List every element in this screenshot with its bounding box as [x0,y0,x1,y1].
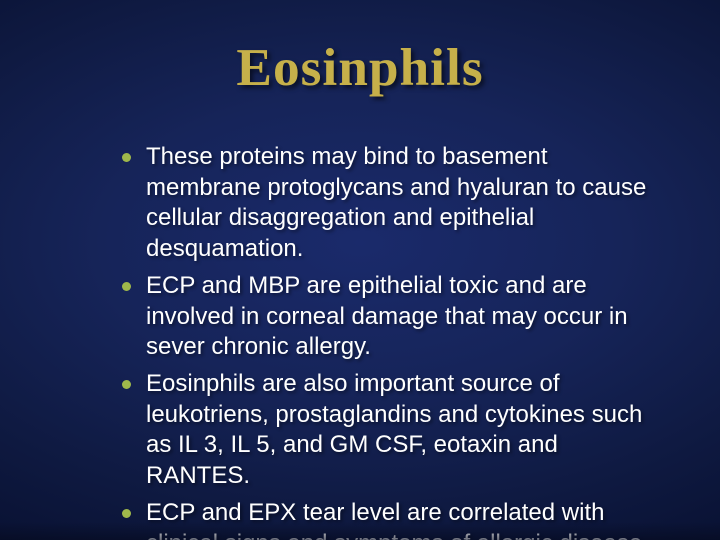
bullet-list: These proteins may bind to basement memb… [118,142,660,540]
slide: { "title": { "text": "Eosinphils", "font… [0,0,720,540]
slide-body: These proteins may bind to basement memb… [118,142,660,540]
bullet-item: These proteins may bind to basement memb… [118,142,660,265]
bullet-item: ECP and MBP are epithelial toxic and are… [118,271,660,363]
slide-title: Eosinphils [0,36,720,98]
bottom-shadow [0,522,720,540]
bullet-item: Eosinphils are also important source of … [118,369,660,492]
